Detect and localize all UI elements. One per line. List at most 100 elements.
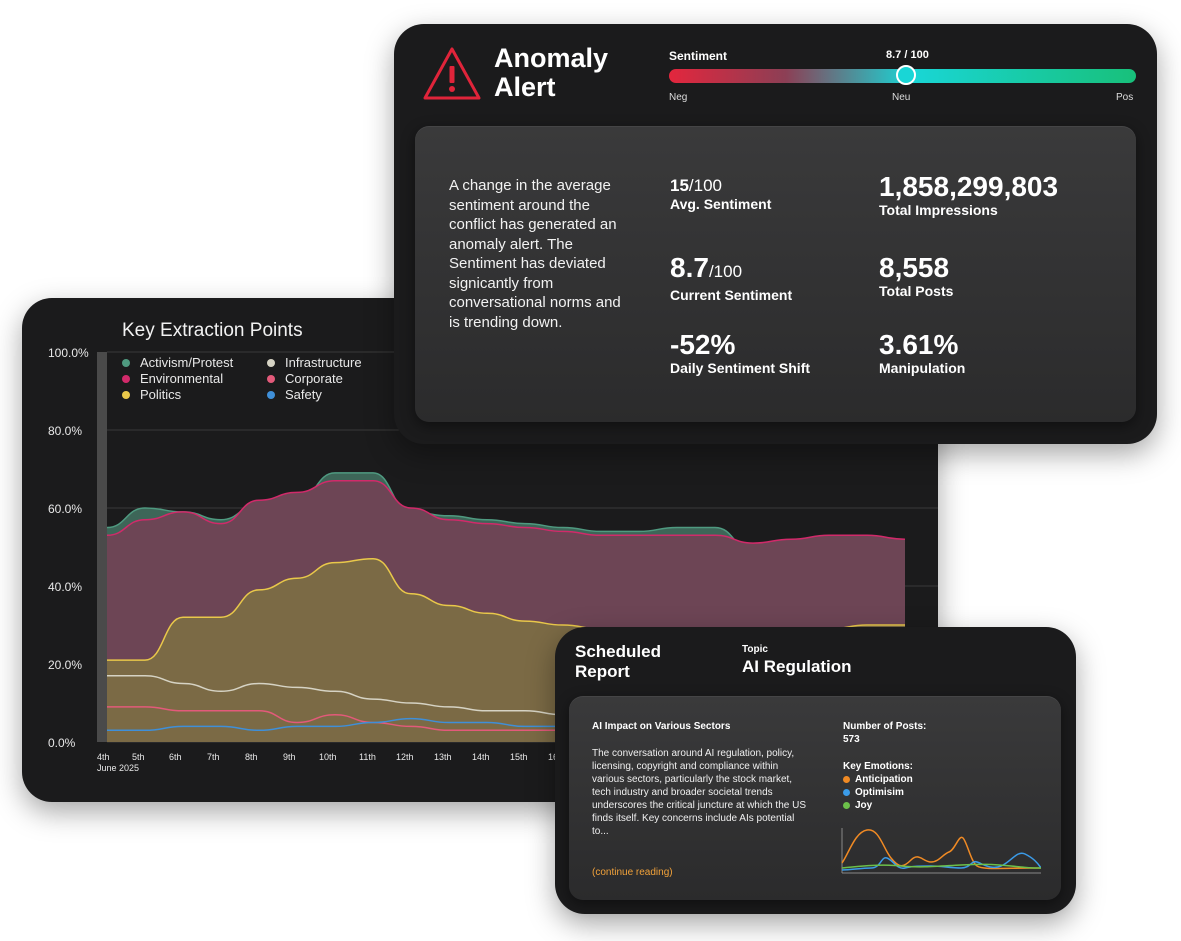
x-tick: 8th xyxy=(245,752,258,762)
sparkline-anticipation xyxy=(841,829,1041,870)
posts-value: 573 xyxy=(843,734,860,745)
anomaly-alert-card: Anomaly Alert Sentiment 8.7 / 100 Neg Ne… xyxy=(394,24,1157,444)
sentiment-label: Sentiment xyxy=(669,49,728,63)
anomaly-description: A change in the average sentiment around… xyxy=(449,177,621,331)
report-title-line: Scheduled xyxy=(575,642,661,661)
scale-neu-label: Neu xyxy=(892,92,911,103)
legend-label: Corporate xyxy=(285,371,343,386)
emotion-item-anticipation: Anticipation xyxy=(843,774,913,785)
warning-icon xyxy=(423,47,481,100)
report-details-panel: AI Impact on Various Sectors The convers… xyxy=(569,696,1061,900)
emotion-item-optimism: Optimisim xyxy=(843,787,904,798)
x-tick: 7th xyxy=(207,752,220,762)
legend-item-infrastructure[interactable]: Infrastructure xyxy=(267,355,362,370)
x-tick: 9th xyxy=(283,752,296,762)
legend-label: Activism/Protest xyxy=(140,355,234,370)
y-tick: 60.0% xyxy=(48,502,83,516)
legend-swatch xyxy=(267,390,275,399)
metric-value: 1,858,299,803 xyxy=(879,171,1059,202)
metric-total-impressions: 1,858,299,803 Total Impressions xyxy=(879,171,1059,219)
sparkline-joy xyxy=(841,863,1041,869)
metric-label: Current Sentiment xyxy=(670,287,793,303)
y-tick: 40.0% xyxy=(48,580,83,594)
metric-value: 3.61% xyxy=(879,329,959,360)
legend-swatch xyxy=(122,390,130,399)
metric-value: 8,558 xyxy=(879,252,950,283)
report-body: The conversation around AI regulation, p… xyxy=(592,748,806,837)
sparkline-optimism xyxy=(841,852,1041,871)
chart-title: Key Extraction Points xyxy=(122,320,303,341)
x-tick: 5th xyxy=(132,752,145,762)
scale-neg-label: Neg xyxy=(669,92,688,103)
topic-value: AI Regulation xyxy=(742,657,852,676)
metric-suffix: /100 xyxy=(708,262,743,281)
emotion-dot xyxy=(843,776,850,783)
y-tick: 100.0% xyxy=(48,346,89,360)
metric-suffix: /100 xyxy=(688,176,723,195)
legend-item-politics[interactable]: Politics xyxy=(122,387,181,402)
metric-avg-sentiment: 15/100 Avg. Sentiment xyxy=(670,176,771,212)
x-tick: 4th xyxy=(97,752,110,762)
x-tick: 12th xyxy=(396,752,414,762)
legend-label: Safety xyxy=(285,387,322,402)
x-tick: 15th xyxy=(510,752,528,762)
x-axis-month: June 2025 xyxy=(97,763,140,773)
x-tick: 14th xyxy=(472,752,490,762)
legend-label: Infrastructure xyxy=(285,355,362,370)
y-tick: 0.0% xyxy=(48,736,76,750)
report-section-heading: AI Impact on Various Sectors xyxy=(592,721,731,732)
y-axis-band xyxy=(97,352,107,742)
area-chart xyxy=(97,351,938,743)
anomaly-title-line: Alert xyxy=(494,72,556,102)
metric-daily-shift: -52% Daily Sentiment Shift xyxy=(670,329,811,377)
sentiment-value: 8.7 / 100 xyxy=(886,49,929,61)
metric-label: Avg. Sentiment xyxy=(670,196,772,212)
scale-pos-label: Pos xyxy=(1116,92,1134,103)
metric-value: 8.7 xyxy=(670,252,709,283)
sentiment-scale-knob[interactable] xyxy=(896,65,916,85)
legend-swatch xyxy=(267,358,275,367)
emotions-label: Key Emotions: xyxy=(843,761,914,772)
emotion-label: Anticipation xyxy=(855,774,913,785)
legend-swatch xyxy=(267,374,275,383)
y-tick: 20.0% xyxy=(48,658,83,672)
legend-item-environmental[interactable]: Environmental xyxy=(122,371,223,386)
emotion-dot xyxy=(843,789,850,796)
report-title-line: Report xyxy=(575,662,630,681)
emotion-dot xyxy=(843,802,850,809)
metric-total-posts: 8,558 Total Posts xyxy=(879,252,954,300)
legend-item-corporate[interactable]: Corporate xyxy=(267,371,343,386)
series-line-environmental xyxy=(106,479,906,544)
metric-label: Total Posts xyxy=(879,283,954,299)
metric-value: -52% xyxy=(670,329,736,360)
metric-current-sentiment: 8.7/100 Current Sentiment xyxy=(670,252,793,304)
metric-label: Manipulation xyxy=(879,360,966,376)
anomaly-title-line: Anomaly xyxy=(494,43,609,73)
x-tick: 6th xyxy=(169,752,182,762)
legend-label: Environmental xyxy=(140,371,224,386)
scheduled-report-card: Scheduled Report Topic AI Regulation AI … xyxy=(555,627,1076,914)
anomaly-details-panel: A change in the average sentiment around… xyxy=(415,126,1136,422)
emotions-sparkline xyxy=(841,828,1041,874)
legend-item-activism[interactable]: Activism/Protest xyxy=(122,355,233,370)
legend-swatch xyxy=(122,374,130,383)
emotion-label: Joy xyxy=(855,800,873,811)
continue-reading-link[interactable]: (continue reading) xyxy=(592,867,673,878)
anomaly-title: Anomaly Alert xyxy=(494,44,608,102)
emotion-label: Optimisim xyxy=(855,787,904,798)
legend-item-safety[interactable]: Safety xyxy=(267,387,322,402)
posts-label: Number of Posts: xyxy=(843,721,927,732)
legend-swatch xyxy=(122,358,130,367)
y-tick: 80.0% xyxy=(48,424,83,438)
emotion-item-joy: Joy xyxy=(843,800,872,811)
x-tick: 10th xyxy=(319,752,337,762)
legend-label: Politics xyxy=(140,387,182,402)
topic-label: Topic xyxy=(742,644,768,655)
report-title: Scheduled Report xyxy=(575,642,661,682)
metric-label: Total Impressions xyxy=(879,202,998,218)
metric-manipulation: 3.61% Manipulation xyxy=(879,329,966,377)
metric-label: Daily Sentiment Shift xyxy=(670,360,811,376)
metric-value: 15 xyxy=(670,176,689,195)
x-tick: 11th xyxy=(359,752,376,762)
x-tick: 13th xyxy=(434,752,452,762)
